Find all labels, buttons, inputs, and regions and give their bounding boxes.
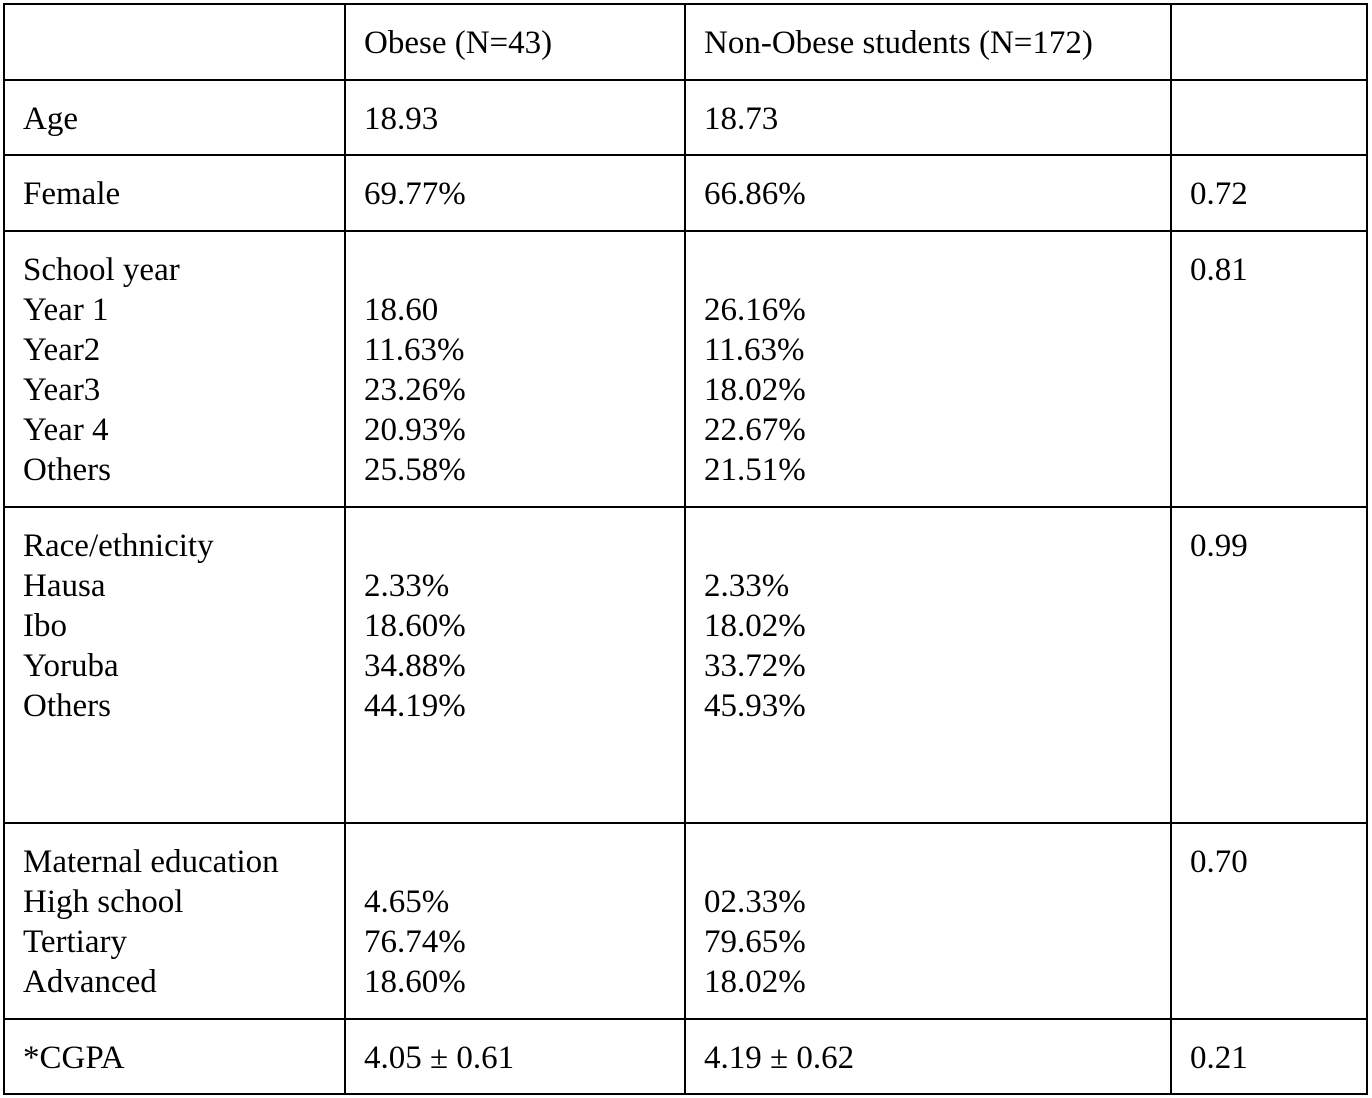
table-row-maternal-education: Maternal education High school Tertiary …	[3, 822, 1368, 1020]
category-label: High school	[23, 884, 184, 920]
obese-values-cell: 2.33% 18.60% 34.88% 44.19%	[344, 506, 686, 824]
obese-values-cell: 4.65% 76.74% 18.60%	[344, 822, 686, 1020]
table-row-age: Age 18.93 18.73	[3, 79, 1368, 156]
non-obese-value: 18.02%	[704, 964, 806, 1000]
non-obese-value: 18.02%	[704, 608, 806, 644]
non-obese-value: 18.73	[684, 79, 1172, 156]
non-obese-value: 66.86%	[684, 154, 1172, 232]
p-value: 0.70	[1170, 822, 1368, 1020]
category-label: Ibo	[23, 608, 67, 644]
p-value: 0.99	[1170, 506, 1368, 824]
table-row-race-ethnicity: Race/ethnicity Hausa Ibo Yoruba Others 2…	[3, 506, 1368, 824]
header-cell-obese: Obese (N=43)	[344, 3, 686, 81]
category-label: Year3	[23, 372, 101, 408]
header-cell-empty	[3, 3, 346, 81]
non-obese-values-cell: 02.33% 79.65% 18.02%	[684, 822, 1172, 1020]
category-label: Hausa	[23, 568, 106, 604]
demographics-table: Obese (N=43) Non-Obese students (N=172) …	[3, 3, 1368, 1095]
non-obese-value: 21.51%	[704, 452, 806, 488]
non-obese-value: 11.63%	[704, 332, 805, 368]
non-obese-value: 02.33%	[704, 884, 806, 920]
row-label-cell: School year Year 1 Year2 Year3 Year 4 Ot…	[3, 230, 346, 508]
p-value: 0.21	[1170, 1018, 1368, 1095]
obese-value: 23.26%	[364, 372, 466, 408]
obese-value: 4.65%	[364, 884, 450, 920]
non-obese-values-cell: 26.16% 11.63% 18.02% 22.67% 21.51%	[684, 230, 1172, 508]
obese-value: 18.60	[364, 292, 439, 328]
table-row-female: Female 69.77% 66.86% 0.72	[3, 154, 1368, 232]
row-label: Female	[3, 154, 346, 232]
header-row: Obese (N=43) Non-Obese students (N=172)	[3, 3, 1368, 81]
spacer	[364, 842, 684, 882]
category-label: Others	[23, 688, 111, 724]
category-label: Others	[23, 452, 111, 488]
row-label: Age	[3, 79, 346, 156]
non-obese-value: 2.33%	[704, 568, 790, 604]
obese-value: 2.33%	[364, 568, 450, 604]
spacer	[364, 526, 684, 566]
p-value	[1170, 79, 1368, 156]
spacer	[704, 250, 1170, 290]
category-label: Year2	[23, 332, 101, 368]
obese-value: 20.93%	[364, 412, 466, 448]
category-label: Advanced	[23, 964, 157, 1000]
group-heading: Race/ethnicity	[23, 528, 214, 564]
category-label: Year 4	[23, 412, 109, 448]
obese-value: 76.74%	[364, 924, 466, 960]
non-obese-value: 26.16%	[704, 292, 806, 328]
non-obese-values-cell: 2.33% 18.02% 33.72% 45.93%	[684, 506, 1172, 824]
header-cell-non-obese: Non-Obese students (N=172)	[684, 3, 1172, 81]
p-value: 0.72	[1170, 154, 1368, 232]
non-obese-value: 18.02%	[704, 372, 806, 408]
table-row-cgpa: *CGPA 4.05 ± 0.61 4.19 ± 0.62 0.21	[3, 1018, 1368, 1095]
non-obese-value: 79.65%	[704, 924, 806, 960]
obese-value: 25.58%	[364, 452, 466, 488]
category-label: Year 1	[23, 292, 109, 328]
table-row-school-year: School year Year 1 Year2 Year3 Year 4 Ot…	[3, 230, 1368, 508]
header-cell-p-value	[1170, 3, 1368, 81]
p-value: 0.81	[1170, 230, 1368, 508]
non-obese-value: 22.67%	[704, 412, 806, 448]
group-heading: School year	[23, 252, 180, 288]
obese-value: 4.05 ± 0.61	[344, 1018, 686, 1095]
obese-value: 11.63%	[364, 332, 465, 368]
spacer	[704, 526, 1170, 566]
category-label: Yoruba	[23, 648, 119, 684]
obese-value: 18.60%	[364, 608, 466, 644]
row-label: *CGPA	[3, 1018, 346, 1095]
non-obese-value: 33.72%	[704, 648, 806, 684]
category-label: Tertiary	[23, 924, 127, 960]
row-label-cell: Race/ethnicity Hausa Ibo Yoruba Others	[3, 506, 346, 824]
row-label-cell: Maternal education High school Tertiary …	[3, 822, 346, 1020]
obese-value: 44.19%	[364, 688, 466, 724]
obese-value: 69.77%	[344, 154, 686, 232]
spacer	[364, 250, 684, 290]
non-obese-value: 4.19 ± 0.62	[684, 1018, 1172, 1095]
obese-value: 34.88%	[364, 648, 466, 684]
obese-value: 18.93	[344, 79, 686, 156]
obese-value: 18.60%	[364, 964, 466, 1000]
non-obese-value: 45.93%	[704, 688, 806, 724]
spacer	[704, 842, 1170, 882]
group-heading: Maternal education	[23, 844, 279, 880]
obese-values-cell: 18.60 11.63% 23.26% 20.93% 25.58%	[344, 230, 686, 508]
